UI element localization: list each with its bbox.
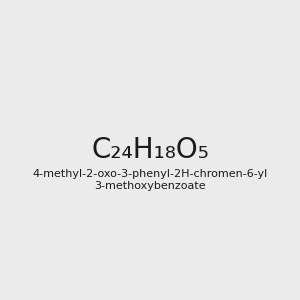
Text: 4-methyl-2-oxo-3-phenyl-2H-chromen-6-yl
3-methoxybenzoate: 4-methyl-2-oxo-3-phenyl-2H-chromen-6-yl … [32,169,268,191]
Text: C₂₄H₁₈O₅: C₂₄H₁₈O₅ [91,136,209,164]
